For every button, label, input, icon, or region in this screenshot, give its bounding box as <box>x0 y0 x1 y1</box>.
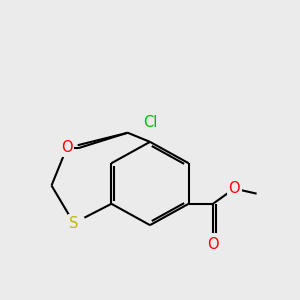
Text: S: S <box>69 216 79 231</box>
Text: Cl: Cl <box>143 115 157 130</box>
Text: O: O <box>207 237 219 252</box>
Text: O: O <box>61 140 73 155</box>
Text: O: O <box>229 181 240 196</box>
